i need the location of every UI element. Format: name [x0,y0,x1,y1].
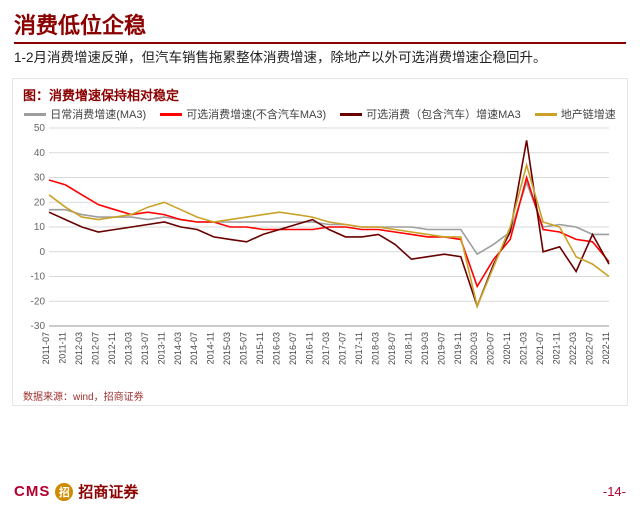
svg-text:-20: -20 [31,297,46,308]
slide-footer: CMS 招 招商证券 -14- [0,481,640,502]
series-optional_ex_auto [49,178,609,287]
legend-item-optional_inc_auto: 可选消费（包含汽车）增速MA3 [340,106,521,122]
svg-text:2015-11: 2015-11 [255,332,265,364]
legend-item-realestate: 地产链增速 [535,106,616,122]
svg-text:30: 30 [34,173,46,184]
svg-text:2017-03: 2017-03 [321,332,331,365]
svg-text:2015-07: 2015-07 [239,332,249,365]
series-optional_inc_auto [49,141,609,307]
svg-text:2020-11: 2020-11 [502,332,512,364]
svg-text:2021-11: 2021-11 [552,332,562,364]
brand-cn: 招商证券 [78,481,138,502]
series-daily [49,183,609,255]
svg-text:2020-07: 2020-07 [486,332,496,365]
svg-text:2018-03: 2018-03 [370,332,380,365]
legend-swatch [535,113,557,116]
legend-item-daily: 日常消费增速(MA3) [24,106,146,122]
svg-text:2016-07: 2016-07 [288,332,298,365]
line-chart: -30 -20 -10 0 10 20 30 40 50 2011-07 2011-11 2012-0… [19,124,615,386]
svg-text:2018-11: 2018-11 [403,332,413,364]
svg-text:50: 50 [34,124,46,134]
svg-text:2011-11: 2011-11 [57,332,67,364]
slide: 消费低位企稳 1-2月消费增速反弹，但汽车销售拖累整体消费增速，除地产以外可选消… [0,0,640,508]
svg-text:2013-11: 2013-11 [156,332,166,364]
svg-text:2022-03: 2022-03 [568,332,578,365]
svg-text:2019-11: 2019-11 [453,332,463,364]
svg-text:2017-11: 2017-11 [354,332,364,364]
svg-text:-10: -10 [31,272,46,283]
chart-source: 数据来源：wind，招商证券 [23,388,621,403]
page-description: 1-2月消费增速反弹，但汽车销售拖累整体消费增速，除地产以外可选消费增速企稳回升… [0,48,640,74]
page-title: 消费低位企稳 [0,0,640,42]
title-underline [14,42,626,44]
svg-text:40: 40 [34,148,46,159]
legend-swatch [340,113,362,116]
svg-text:2016-03: 2016-03 [272,332,282,365]
chart-legend: 日常消费增速(MA3) 可选消费增速(不含汽车MA3) 可选消费（包含汽车）增速MA… [19,106,621,122]
legend-label: 地产链增速 [561,106,616,122]
svg-text:0: 0 [39,247,45,258]
legend-label: 可选消费（包含汽车）增速MA3 [366,106,521,122]
svg-text:2016-11: 2016-11 [305,332,315,364]
brand-logo-icon: 招 [55,483,73,501]
svg-text:2014-11: 2014-11 [206,332,216,364]
svg-text:2015-03: 2015-03 [222,332,232,365]
svg-text:2022-07: 2022-07 [585,332,595,365]
brand-block: CMS 招 招商证券 [14,481,138,502]
svg-text:2022-11: 2022-11 [601,332,611,364]
svg-text:2012-07: 2012-07 [90,332,100,365]
brand-en: CMS [14,483,50,500]
svg-text:2014-03: 2014-03 [173,332,183,365]
svg-text:2020-03: 2020-03 [469,332,479,365]
svg-text:10: 10 [34,222,46,233]
legend-label: 可选消费增速(不含汽车MA3) [186,106,326,122]
legend-swatch [160,113,182,116]
svg-text:2021-07: 2021-07 [535,332,545,365]
chart-container: 图：消费增速保持相对稳定 日常消费增速(MA3) 可选消费增速(不含汽车MA3) 可… [12,78,628,406]
legend-label: 日常消费增速(MA3) [50,106,146,122]
svg-text:2021-03: 2021-03 [519,332,529,365]
svg-text:2011-07: 2011-07 [41,332,51,364]
svg-text:2019-03: 2019-03 [420,332,430,365]
svg-text:2018-07: 2018-07 [387,332,397,365]
legend-item-optional_ex_auto: 可选消费增速(不含汽车MA3) [160,106,326,122]
chart-caption: 图：消费增速保持相对稳定 [23,85,621,104]
svg-text:2017-07: 2017-07 [337,332,347,365]
legend-swatch [24,113,46,116]
svg-text:20: 20 [34,198,46,209]
svg-text:-30: -30 [31,321,46,332]
svg-text:2012-11: 2012-11 [107,332,117,364]
svg-text:2013-07: 2013-07 [140,332,150,365]
page-number: -14- [603,484,626,499]
svg-text:2014-07: 2014-07 [189,332,199,365]
svg-text:2012-03: 2012-03 [74,332,84,365]
svg-text:2013-03: 2013-03 [123,332,133,365]
svg-text:2019-07: 2019-07 [436,332,446,365]
